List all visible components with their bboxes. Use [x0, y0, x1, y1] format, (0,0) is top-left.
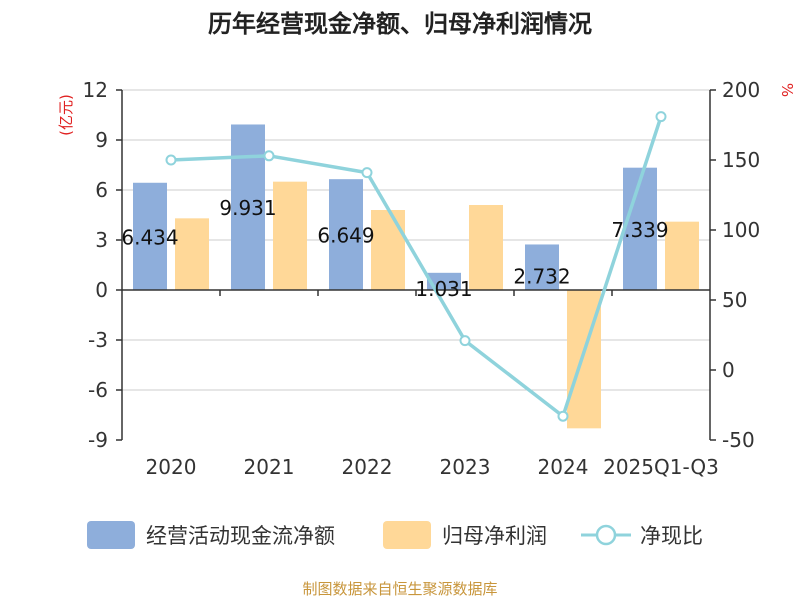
left-tick-label: -3	[88, 328, 108, 352]
category-labels: 2020 2021 2022 2023 2024 2025Q1-Q3	[146, 455, 719, 479]
legend: 经营活动现金流净额 归母净利润 净现比	[87, 521, 703, 549]
bar-netprofit	[273, 181, 307, 290]
left-tick-label: 9	[95, 128, 108, 152]
left-axis-unit: (亿元)	[57, 94, 75, 136]
ratio-line	[165, 111, 667, 422]
right-tick-label: 200	[722, 78, 760, 102]
data-labels: 6.434 9.931 6.649 1.031 2.732 7.339	[121, 196, 668, 301]
bar-netprofit	[469, 205, 503, 290]
legend-swatch-netprofit	[383, 521, 431, 549]
left-tick-label: 0	[95, 278, 108, 302]
ratio-point	[165, 154, 177, 166]
right-axis-ticks: 200 150 100 50 0 -50	[710, 78, 760, 452]
right-tick-label: -50	[722, 428, 755, 452]
bar-cashflow	[329, 179, 363, 290]
left-tick-label: 3	[95, 228, 108, 252]
legend-label-cashflow: 经营活动现金流净额	[146, 524, 335, 548]
right-axis-unit: %	[778, 83, 796, 97]
left-axis-ticks: 12 9 6 3 0 -3 -6 -9	[83, 78, 122, 452]
category-label: 2024	[538, 455, 589, 479]
data-label: 7.339	[611, 218, 668, 242]
bar-netprofit	[175, 218, 209, 290]
legend-label-netprofit: 归母净利润	[442, 524, 547, 548]
legend-swatch-cashflow	[87, 521, 135, 549]
bar-netprofit	[371, 210, 405, 290]
left-tick-label: 6	[95, 178, 108, 202]
right-tick-label: 50	[722, 288, 747, 312]
ratio-point	[655, 111, 667, 123]
data-label: 6.434	[121, 225, 178, 249]
category-label: 2020	[146, 455, 197, 479]
right-tick-label: 100	[722, 218, 760, 242]
legend-label-ratio: 净现比	[640, 524, 703, 548]
ratio-point	[263, 150, 275, 162]
category-label: 2021	[244, 455, 295, 479]
chart-title: 历年经营现金净额、归母净利润情况	[208, 10, 592, 38]
data-label: 6.649	[317, 224, 374, 248]
ratio-point	[557, 410, 569, 422]
bar-cashflow	[133, 182, 167, 290]
left-tick-label: -6	[88, 378, 108, 402]
data-label: 1.031	[415, 277, 472, 301]
ratio-line-path	[170, 116, 663, 418]
axes	[121, 90, 711, 440]
right-tick-label: 150	[722, 148, 760, 172]
ratio-point	[459, 335, 471, 347]
left-tick-label: 12	[83, 78, 108, 102]
data-label: 9.931	[219, 196, 276, 220]
left-tick-label: -9	[88, 428, 108, 452]
bar-cashflow	[231, 124, 265, 290]
data-label: 2.732	[513, 265, 570, 289]
category-label: 2023	[440, 455, 491, 479]
legend-marker-ratio	[595, 524, 617, 546]
source-note: 制图数据来自恒生聚源数据库	[302, 580, 497, 598]
bar-netprofit	[665, 221, 699, 290]
bars	[133, 124, 699, 429]
ratio-point	[361, 167, 373, 179]
category-label: 2022	[342, 455, 393, 479]
category-label: 2025Q1-Q3	[603, 455, 719, 479]
bar-cashflow	[525, 244, 559, 290]
bar-cashflow	[623, 167, 657, 290]
right-tick-label: 0	[722, 358, 735, 382]
bar-cashflow	[427, 272, 461, 290]
